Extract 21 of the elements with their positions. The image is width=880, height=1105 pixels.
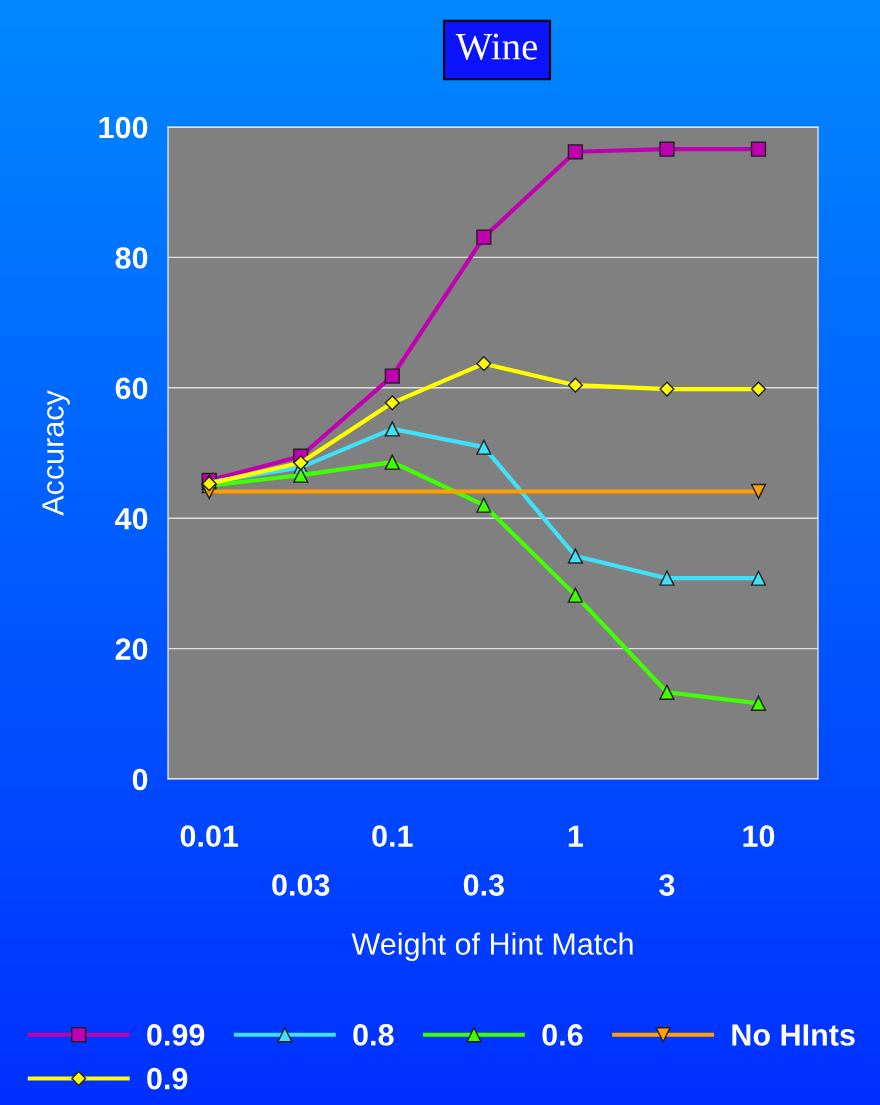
legend-label: 0.8 (353, 1024, 394, 1046)
y-tick-label: 100 (99, 116, 148, 139)
x-tick-label: 0.01 (180, 825, 239, 847)
y-tick-label: 20 (115, 638, 148, 660)
x-tick-label: 3 (659, 874, 675, 896)
legend-label: 0.99 (147, 1024, 205, 1046)
x-tick-label: 1 (568, 825, 584, 847)
x-tick-label: 10 (743, 825, 775, 847)
y-tick-label: 60 (115, 377, 148, 400)
x-tick-label: 0.1 (372, 825, 413, 847)
legend-label: No HInts (732, 1024, 855, 1046)
legend-label: 0.6 (542, 1024, 583, 1046)
y-tick-label: 0 (132, 768, 148, 791)
x-axis-title: Weight of Hint Match (351, 932, 633, 961)
y-tick-label: 40 (115, 507, 148, 530)
y-tick-label: 80 (115, 247, 148, 269)
chart-title: Wine (455, 33, 537, 60)
y-axis-title: Accuracy (42, 390, 70, 516)
x-tick-label: 0.03 (272, 874, 330, 896)
legend-label: 0.9 (147, 1067, 188, 1090)
x-tick-label: 0.3 (463, 874, 504, 896)
